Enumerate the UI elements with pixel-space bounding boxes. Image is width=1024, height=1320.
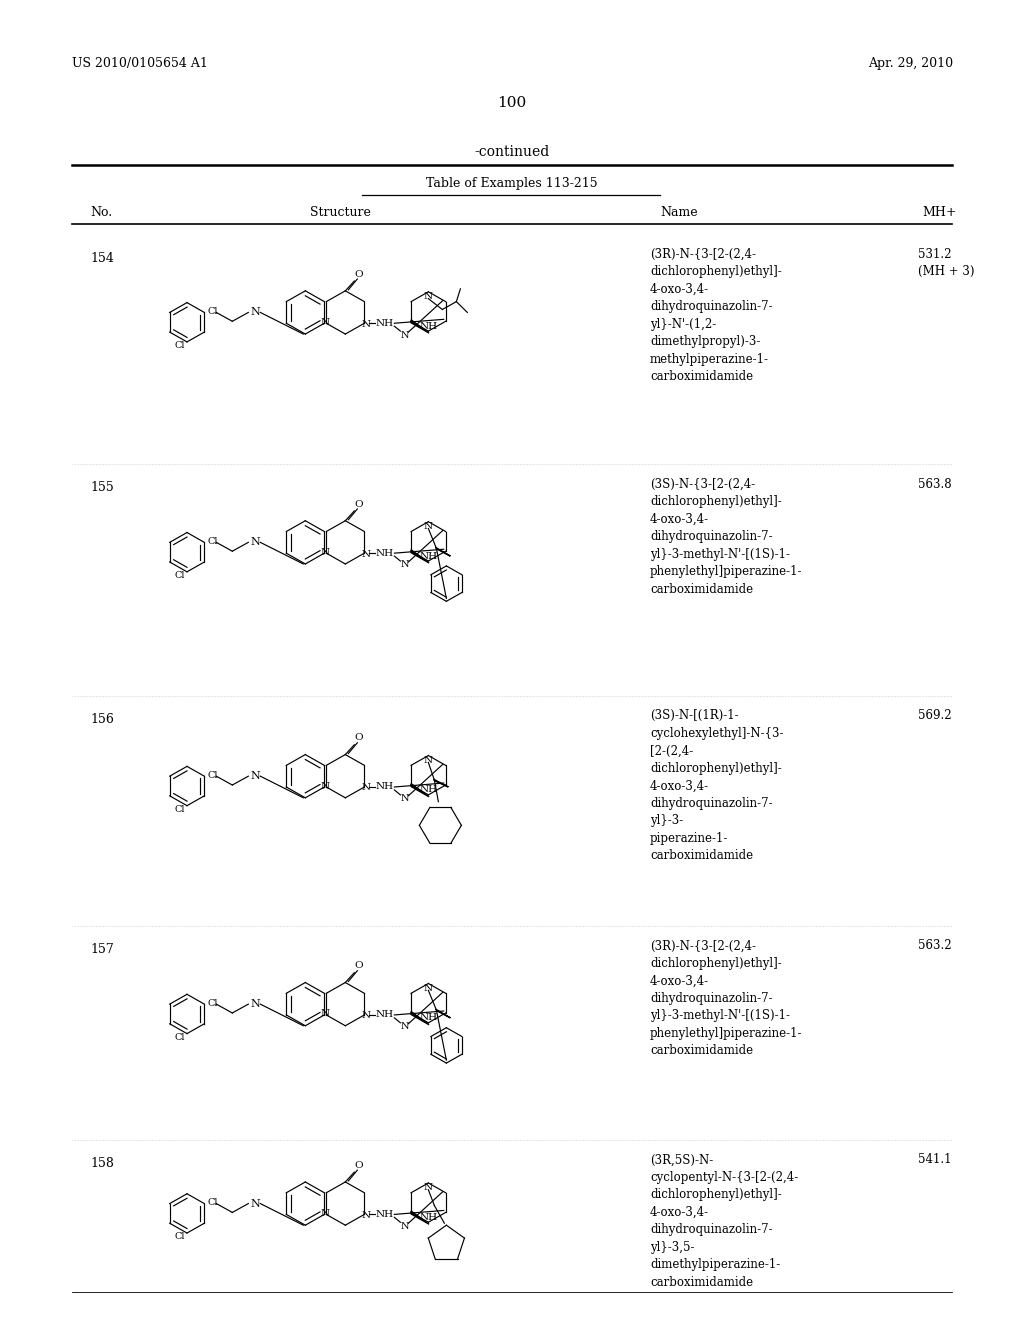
Polygon shape: [433, 779, 449, 787]
Text: Cl: Cl: [207, 1199, 218, 1206]
Text: Cl: Cl: [174, 1034, 185, 1041]
Text: N: N: [361, 784, 371, 792]
Text: Cl: Cl: [207, 999, 218, 1007]
Text: (3S)-N-[(1R)-1-
cyclohexylethyl]-N-{3-
[2-(2,4-
dichlorophenyl)ethyl]-
4-oxo-3,4: (3S)-N-[(1R)-1- cyclohexylethyl]-N-{3- […: [650, 709, 783, 862]
Text: NH: NH: [376, 549, 393, 557]
Text: Name: Name: [660, 206, 697, 219]
Text: NH: NH: [376, 318, 393, 327]
Text: Cl: Cl: [207, 537, 218, 546]
Text: NH: NH: [419, 1014, 437, 1023]
Text: 541.1: 541.1: [918, 1154, 951, 1167]
Text: N: N: [251, 308, 260, 317]
Text: NH: NH: [376, 1010, 393, 1019]
Text: N: N: [321, 318, 330, 327]
Text: O: O: [354, 961, 362, 970]
Text: N: N: [321, 781, 330, 791]
Text: NH: NH: [419, 785, 437, 795]
Text: 569.2: 569.2: [918, 709, 951, 722]
Text: (3R)-N-{3-[2-(2,4-
dichlorophenyl)ethyl]-
4-oxo-3,4-
dihydroquinazolin-7-
yl}-3-: (3R)-N-{3-[2-(2,4- dichlorophenyl)ethyl]…: [650, 940, 803, 1057]
Text: -continued: -continued: [474, 145, 550, 160]
Text: N: N: [424, 756, 433, 766]
Text: MH+: MH+: [922, 206, 956, 219]
Polygon shape: [411, 1011, 429, 1024]
Text: 155: 155: [90, 482, 114, 495]
Text: NH: NH: [419, 552, 437, 561]
Text: US 2010/0105654 A1: US 2010/0105654 A1: [72, 57, 208, 70]
Text: N: N: [251, 999, 260, 1008]
Text: 157: 157: [90, 944, 114, 956]
Text: NH: NH: [376, 1210, 393, 1218]
Text: (3R,5S)-N-
cyclopentyl-N-{3-[2-(2,4-
dichlorophenyl)ethyl]-
4-oxo-3,4-
dihydroqu: (3R,5S)-N- cyclopentyl-N-{3-[2-(2,4- dic…: [650, 1154, 799, 1288]
Text: 156: 156: [90, 713, 114, 726]
Text: Cl: Cl: [207, 308, 218, 315]
Text: N: N: [400, 561, 409, 569]
Text: 563.8: 563.8: [918, 478, 951, 491]
Polygon shape: [435, 1008, 451, 1018]
Text: N: N: [321, 548, 330, 557]
Text: N: N: [361, 319, 371, 329]
Text: N: N: [321, 1010, 330, 1019]
Text: Apr. 29, 2010: Apr. 29, 2010: [868, 57, 953, 70]
Text: No.: No.: [90, 206, 112, 219]
Text: N: N: [321, 1209, 330, 1218]
Polygon shape: [435, 548, 451, 556]
Text: N: N: [400, 795, 409, 804]
Polygon shape: [411, 1210, 429, 1224]
Text: Table of Examples 113-215: Table of Examples 113-215: [426, 177, 598, 190]
Text: Cl: Cl: [207, 771, 218, 780]
Text: 563.2: 563.2: [918, 940, 951, 952]
Text: N: N: [400, 1222, 409, 1230]
Text: (3S)-N-{3-[2-(2,4-
dichlorophenyl)ethyl]-
4-oxo-3,4-
dihydroquinazolin-7-
yl}-3-: (3S)-N-{3-[2-(2,4- dichlorophenyl)ethyl]…: [650, 478, 803, 595]
Text: Cl: Cl: [174, 1233, 185, 1242]
Polygon shape: [411, 784, 429, 797]
Text: NH: NH: [419, 322, 437, 331]
Polygon shape: [411, 549, 429, 564]
Text: O: O: [354, 1160, 362, 1170]
Text: Cl: Cl: [174, 805, 185, 814]
Text: (3R)-N-{3-[2-(2,4-
dichlorophenyl)ethyl]-
4-oxo-3,4-
dihydroquinazolin-7-
yl}-N': (3R)-N-{3-[2-(2,4- dichlorophenyl)ethyl]…: [650, 248, 781, 383]
Text: 531.2
(MH + 3): 531.2 (MH + 3): [918, 248, 975, 279]
Text: N: N: [361, 1011, 371, 1020]
Text: 158: 158: [90, 1158, 114, 1171]
Text: N: N: [251, 537, 260, 548]
Text: 100: 100: [498, 96, 526, 111]
Text: N: N: [424, 1183, 433, 1192]
Text: N: N: [400, 330, 409, 339]
Text: N: N: [400, 1022, 409, 1031]
Text: 154: 154: [90, 252, 114, 264]
Text: N: N: [251, 1199, 260, 1209]
Text: N: N: [424, 292, 433, 301]
Text: O: O: [354, 734, 362, 742]
Text: O: O: [354, 499, 362, 508]
Text: N: N: [361, 1210, 371, 1220]
Text: Cl: Cl: [174, 342, 185, 350]
Text: N: N: [361, 549, 371, 558]
Text: NH: NH: [419, 1213, 437, 1222]
Text: Cl: Cl: [174, 572, 185, 581]
Text: N: N: [424, 983, 433, 993]
Text: NH: NH: [376, 783, 393, 792]
Text: Structure: Structure: [309, 206, 371, 219]
Text: O: O: [354, 269, 362, 279]
Text: N: N: [424, 523, 433, 531]
Text: N: N: [251, 771, 260, 781]
Polygon shape: [411, 319, 429, 333]
